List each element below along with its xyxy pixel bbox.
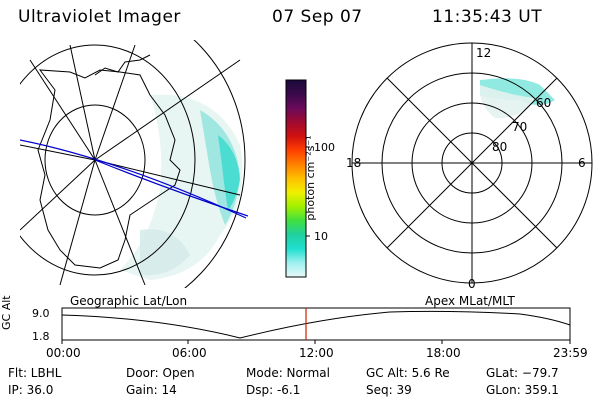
coastline [37,69,181,269]
colorbar-tick-10: 10 [314,230,328,243]
mlt-label-0: 0 [468,277,476,291]
geographic-map [20,40,248,288]
mlt-label-18: 18 [346,156,362,170]
graticule-circle [20,44,196,276]
timeline-x-tick: 23:59 [553,346,588,360]
graticule-circle [44,104,146,216]
mlat-label-60: 60 [536,96,552,110]
colorbar [285,79,310,278]
polar-plot [351,42,593,284]
date-label: 07 Sep 07 [272,7,363,27]
status-ip: IP: 36.0 [8,383,54,397]
status-glon: GLon: 359.1 [486,383,559,397]
status-door: Door: Open [126,366,195,380]
timeline-y-tick-9: 9.0 [32,307,50,320]
aurora-emission-left [120,94,243,280]
status-gain: Gain: 14 [126,383,177,397]
terminator-line [20,139,247,219]
timeline-x-tick: 12:00 [299,346,334,360]
colorbar-unit-label: photon cm⁻²s⁻¹ [304,135,318,221]
right-panel-label: Apex MLat/MLT [425,294,515,308]
mlt-label-12: 12 [476,46,492,60]
status-filter: Flt: LBHL [8,366,62,380]
graticule-circle [184,40,246,288]
mlat-label-70: 70 [512,120,528,134]
mlt-label-6: 6 [578,156,586,170]
time-label: 11:35:43 UT [432,7,543,27]
status-seq: Seq: 39 [366,383,412,397]
timeline-x-tick: 18:00 [426,346,461,360]
instrument-title: Ultraviolet Imager [18,7,181,27]
status-glat: GLat: −79.7 [486,366,559,380]
timeline-plot [61,307,571,344]
timeline-y-tick-1.8: 1.8 [32,330,50,343]
left-panel-label: Geographic Lat/Lon [70,294,188,308]
timeline-x-tick: 00:00 [46,346,81,360]
altitude-curve [61,310,571,339]
timeline-x-tick: 06:00 [172,346,207,360]
status-gc-alt: GC Alt: 5.6 Re [366,366,450,380]
timeline-y-axis-label: GC Alt [0,295,13,330]
status-mode: Mode: Normal [246,366,330,380]
mlat-label-80: 80 [492,140,508,154]
colorbar-tick-100: 100 [314,141,335,154]
status-dsp: Dsp: -6.1 [246,383,301,397]
